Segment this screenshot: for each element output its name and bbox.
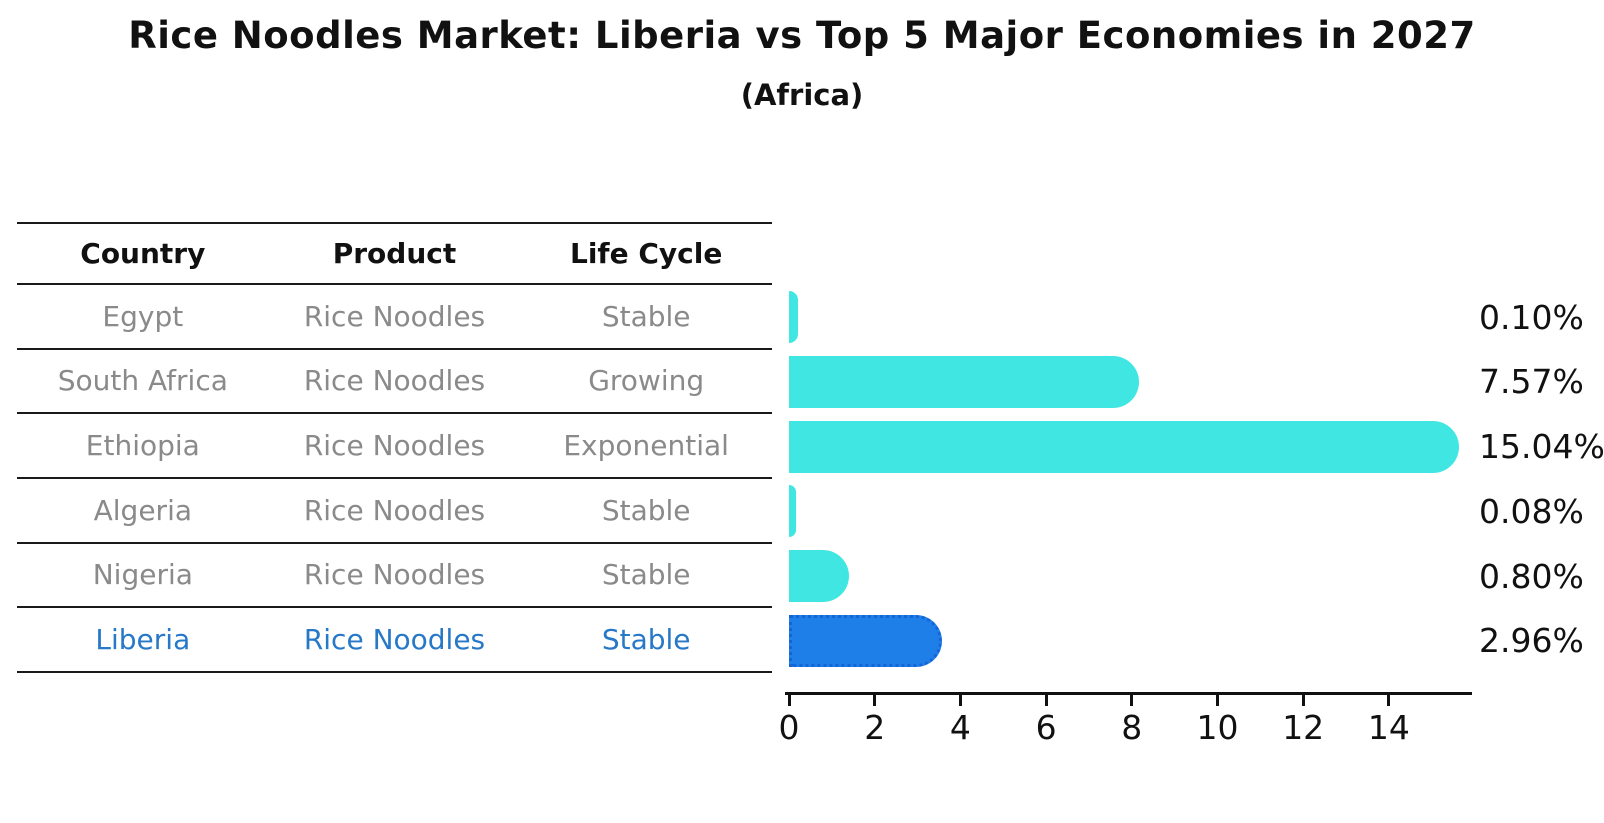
cell-product: Rice Noodles (303, 558, 486, 592)
cell-life-cycle: Growing (588, 364, 705, 398)
value-label: 0.08% (1479, 491, 1584, 531)
x-tick-label: 14 (1367, 708, 1410, 747)
x-tick-label: 2 (864, 708, 886, 747)
table-row: Algeria Rice Noodles Stable (17, 479, 772, 544)
x-tick-label: 12 (1282, 708, 1325, 747)
x-tick-mark (1130, 695, 1134, 706)
table-row: Egypt Rice Noodles Stable (17, 285, 772, 350)
value-label: 2.96% (1479, 621, 1584, 661)
x-tick-mark (1216, 695, 1219, 706)
x-tick-label: 10 (1196, 708, 1239, 747)
cell-country: South Africa (57, 364, 228, 398)
bar-egypt (789, 291, 798, 344)
chart-subtitle: (Africa) (740, 78, 864, 112)
x-tick-mark (1301, 695, 1305, 706)
chart-title: Rice Noodles Market: Liberia vs Top 5 Ma… (128, 14, 1476, 57)
table-row: Ethiopia Rice Noodles Exponential (17, 414, 772, 479)
cell-life-cycle: Stable (601, 558, 691, 592)
x-tick-label: 0 (778, 708, 800, 747)
x-tick-mark (873, 695, 877, 706)
x-axis-line (785, 692, 1472, 695)
x-tick-mark (1387, 695, 1391, 706)
x-tick-label: 6 (1035, 708, 1057, 747)
bar-liberia (789, 614, 942, 667)
cell-product: Rice Noodles (303, 364, 486, 398)
country-table: Country Product Life Cycle Egypt Rice No… (17, 222, 772, 673)
table-row-liberia: Liberia Rice Noodles Stable (17, 608, 772, 673)
table-header-row: Country Product Life Cycle (17, 222, 772, 285)
bar-algeria (789, 485, 796, 538)
value-label: 15.04% (1479, 427, 1604, 467)
bar-south-africa (789, 356, 1140, 408)
cell-product: Rice Noodles (303, 429, 486, 463)
header-product: Product (332, 237, 457, 270)
value-label: 7.57% (1479, 362, 1584, 402)
bar-ethiopia (789, 420, 1460, 473)
cell-country: Ethiopia (85, 429, 200, 463)
x-tick-mark (787, 695, 791, 706)
header-life-cycle: Life Cycle (569, 237, 723, 270)
cell-country: Egypt (102, 299, 184, 333)
value-label: 0.80% (1479, 556, 1584, 596)
cell-product: Rice Noodles (303, 493, 486, 527)
cell-country: Algeria (93, 493, 193, 527)
cell-life-cycle: Stable (601, 299, 691, 333)
x-tick-label: 8 (1121, 708, 1143, 747)
table-row: Nigeria Rice Noodles Stable (17, 544, 772, 609)
cell-country: Liberia (95, 623, 191, 657)
x-tick-label: 4 (949, 708, 971, 747)
cell-life-cycle: Exponential (563, 429, 729, 463)
x-tick-mark (958, 695, 962, 706)
bar-nigeria (789, 550, 850, 602)
x-tick-mark (1044, 695, 1048, 706)
cell-life-cycle: Stable (601, 493, 691, 527)
header-country: Country (80, 237, 206, 270)
value-label: 0.10% (1479, 297, 1584, 337)
cell-product: Rice Noodles (303, 299, 486, 333)
cell-country: Nigeria (92, 558, 193, 592)
table-row: South Africa Rice Noodles Growing (17, 350, 772, 415)
cell-life-cycle: Stable (601, 623, 691, 657)
cell-product: Rice Noodles (303, 623, 486, 657)
